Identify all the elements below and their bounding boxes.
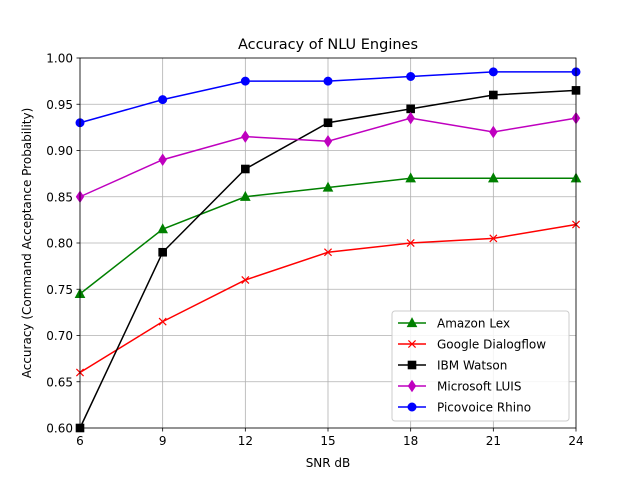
data-point-google-dialogflow [323, 248, 333, 257]
data-point-google-dialogflow [489, 234, 498, 243]
y-axis-title: Accuracy (Command Acceptance Probability… [20, 108, 34, 379]
y-tick-label: 0.90 [46, 144, 73, 158]
x-tick-label: 6 [76, 434, 84, 448]
data-point-google-dialogflow [241, 275, 250, 285]
y-tick-label: 0.75 [46, 283, 73, 297]
legend-swatch-marker [407, 360, 417, 370]
data-point-ibm-watson [241, 164, 250, 174]
legend-label: Amazon Lex [437, 317, 510, 331]
data-point-amazon-lex [157, 223, 169, 234]
x-axis-title: SNR dB [306, 456, 351, 470]
data-point-ibm-watson [489, 90, 498, 100]
x-tick-label: 12 [238, 434, 253, 448]
y-tick-label: 0.85 [46, 190, 73, 204]
data-point-amazon-lex [322, 181, 334, 192]
data-point-google-dialogflow [158, 317, 167, 326]
x-tick-label: 15 [320, 434, 335, 448]
legend-item-microsoft-luis: Microsoft LUIS [398, 380, 521, 394]
legend-label: IBM Watson [437, 359, 507, 373]
data-point-picovoice-rhino [323, 76, 333, 86]
data-point-amazon-lex [487, 172, 499, 183]
legend-item-picovoice-rhino: Picovoice Rhino [398, 401, 531, 415]
x-tick-label: 18 [403, 434, 418, 448]
y-tick-label: 0.60 [46, 422, 73, 436]
data-point-amazon-lex [239, 190, 251, 201]
data-point-ibm-watson [323, 118, 333, 128]
data-point-amazon-lex [405, 172, 417, 183]
data-point-microsoft-luis [406, 111, 415, 125]
data-point-picovoice-rhino [158, 95, 168, 105]
legend-swatch-marker [407, 339, 417, 349]
y-tick-label: 0.95 [46, 98, 73, 112]
data-point-ibm-watson [406, 104, 415, 114]
chart-title: Accuracy of NLU Engines [238, 37, 418, 53]
data-point-microsoft-luis [241, 130, 250, 143]
x-tick-label: 21 [486, 434, 501, 448]
legend-swatch-marker [407, 402, 417, 412]
legend-swatch-marker [406, 317, 418, 328]
y-tick-label: 1.00 [46, 52, 73, 66]
data-point-microsoft-luis [158, 153, 167, 167]
data-point-microsoft-luis [323, 134, 333, 148]
legend-item-ibm-watson: IBM Watson [398, 359, 507, 373]
data-point-google-dialogflow [406, 238, 415, 248]
y-tick-label: 0.80 [46, 237, 73, 251]
data-point-microsoft-luis [489, 125, 498, 139]
legend: Amazon Lex Google Dialogflow IBM Watson Mic… [391, 310, 570, 422]
data-point-picovoice-rhino [240, 76, 250, 86]
plot-area: 6 9 12 15 18 21 24 0.60 0.65 0.70 0.75 0.80 0.85 0.90… [46, 52, 583, 449]
x-tick-label: 24 [568, 434, 583, 448]
y-tick-label: 0.70 [46, 329, 73, 343]
legend-label: Microsoft LUIS [437, 380, 521, 394]
data-point-ibm-watson [158, 247, 167, 257]
data-point-picovoice-rhino [406, 72, 416, 81]
data-point-picovoice-rhino [488, 67, 498, 77]
legend-label: Google Dialogflow [437, 338, 546, 352]
legend-box [391, 310, 570, 422]
legend-item-amazon-lex: Amazon Lex [398, 317, 510, 331]
x-tick-label: 9 [159, 434, 167, 448]
legend-swatch-marker [407, 379, 417, 393]
legend-label: Picovoice Rhino [437, 401, 531, 415]
y-tick-label: 0.65 [46, 375, 73, 389]
legend-item-google-dialogflow: Google Dialogflow [398, 338, 546, 352]
axes-frame [79, 57, 577, 429]
